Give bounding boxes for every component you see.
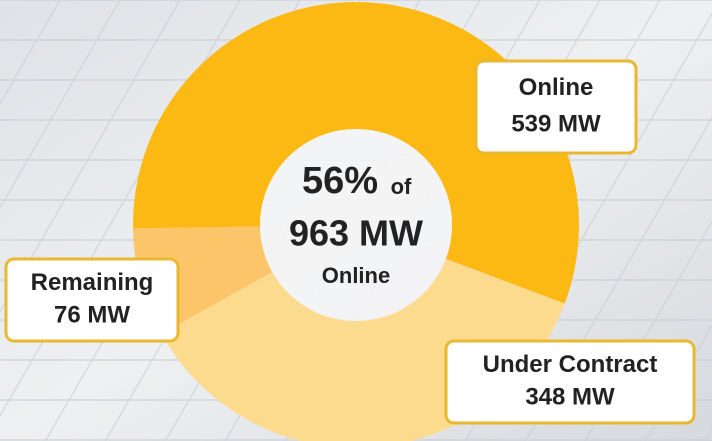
center-percent: 56% <box>302 160 378 202</box>
donut-segment <box>133 2 579 304</box>
label-name: Remaining <box>31 269 154 296</box>
label-value: 76 MW <box>54 302 130 329</box>
label-box <box>4 257 180 343</box>
label-name: Under Contract <box>483 351 658 378</box>
label-box <box>474 59 638 155</box>
label-name: Online <box>519 74 594 101</box>
center-label: Online <box>322 263 390 288</box>
center-total: 963 MW <box>289 213 423 254</box>
label-box <box>444 339 696 425</box>
label-value: 539 MW <box>511 111 601 138</box>
center-of: of <box>391 174 412 199</box>
donut-hole <box>260 129 452 321</box>
label-value: 348 MW <box>525 384 615 411</box>
